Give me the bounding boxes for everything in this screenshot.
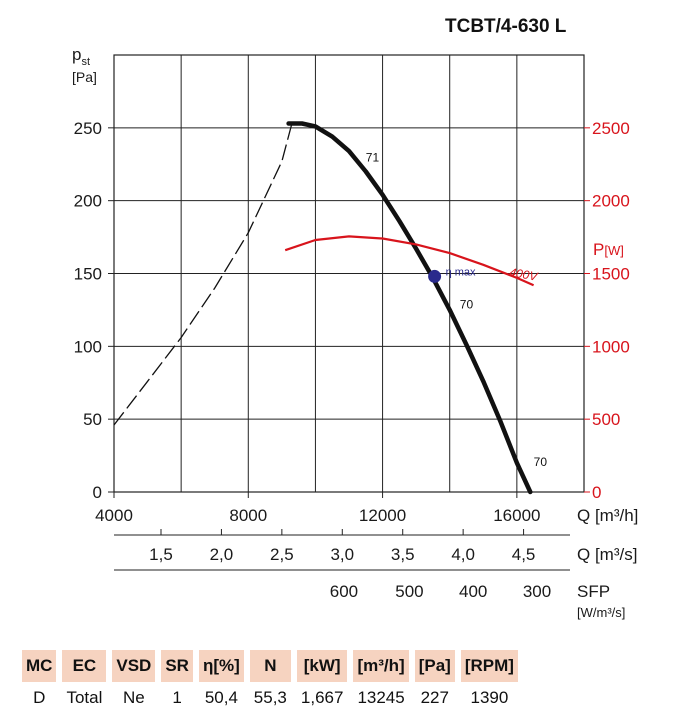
y-right-axis-label: P[W] [593,240,624,259]
spec-value-cell: Total [66,688,103,707]
series-label-400v: 400V [508,265,539,284]
x-sfp-tick-label: 300 [523,582,551,601]
spec-header-cell: [m³/h] [353,650,409,682]
x-sfp-axis-unit: [W/m³/s] [577,605,625,620]
y-right-tick-label: 500 [592,410,620,429]
x-m3s-tick-label: 4,0 [451,545,475,564]
fan-curve-chart: TCBT/4-630 L pst [Pa] P[W] 0 50 100 150 200 2… [72,16,638,620]
x-m3s-tick-label: 1,5 [149,545,173,564]
spec-header-cell: η[%] [198,650,244,682]
y-left-tick-label: 50 [83,410,102,429]
curve-annotation: 71 [366,150,380,164]
y-left-label-main: p [72,45,81,64]
spec-value-cell: 13245 [357,688,405,707]
y-right-tick-label: 0 [592,483,601,502]
svg-text:pst: pst [72,45,90,68]
spec-header-cell: [Pa] [414,650,455,682]
spec-table-header-row: MC EC VSD SR η[%] N [kW] [m³/h] [Pa] [RPM] [22,650,518,682]
spec-value-cell: 227 [420,688,449,707]
x-sfp-tick-label: 600 [330,582,358,601]
spec-value-cell: Ne [122,688,145,707]
y-left-axis-label: pst [Pa] [72,45,97,85]
x-sfp-tick-label: 500 [395,582,423,601]
x-m3h-axis-label: Q [m³/h] [577,506,638,525]
chart-title: TCBT/4-630 L [445,16,567,37]
spec-value-cell: 1390 [470,688,509,707]
x-m3s-tick-label: 3,0 [330,545,354,564]
y-left-tick-label: 150 [74,265,102,284]
spec-header-cell: N [249,650,291,682]
spec-value-cell: 50,4 [204,688,238,707]
y-right-label-unit: [W] [604,243,624,258]
annotations: 71 70 70 η max [366,150,548,468]
x-m3s-axis-label: Q [m³/s] [577,545,637,564]
series-group: 400V [113,121,539,495]
curve-annotation: 70 [534,455,548,469]
spec-value-cell: 1,667 [300,688,344,707]
y-left-tick-label: 0 [93,483,102,502]
spec-value-cell: 55,3 [253,688,287,707]
y-left-tick-label: 100 [74,337,102,356]
svg-text:P[W]: P[W] [593,240,624,259]
x-sfp-tick-label: 400 [459,582,487,601]
y-left-ticks: 0 50 100 150 200 250 [74,119,114,502]
spec-header-cell: VSD [112,650,156,682]
x-m3h-tick-label: 8000 [229,506,267,525]
x-m3h-tick-label: 4000 [95,506,133,525]
eta-max-marker [428,269,442,283]
y-left-label-sub: st [81,56,90,68]
spec-table-value-row: D Total Ne 1 50,4 55,3 1,667 13245 227 1390 [22,682,518,714]
x-m3s-tick-label: 2,5 [270,545,294,564]
curve-annotation: 70 [460,297,474,311]
series-stall-region [113,123,293,426]
x-m3h-tick-label: 16000 [493,506,540,525]
x-m3s-tick-label: 2,0 [210,545,234,564]
y-right-tick-label: 1500 [592,265,630,284]
spec-value-cell: 1 [172,688,182,707]
spec-header-cell: MC [22,650,57,682]
y-left-label-unit: [Pa] [72,69,97,85]
spec-header-cell: EC [62,650,107,682]
y-right-tick-label: 2000 [592,192,630,211]
y-right-tick-label: 2500 [592,119,630,138]
series-power-400V [284,235,535,287]
y-right-tick-label: 1000 [592,337,630,356]
series-pressure-curve [286,121,533,495]
y-left-tick-label: 200 [74,192,102,211]
eta-max-label: η max [446,266,476,278]
y-left-tick-label: 250 [74,119,102,138]
x-axes: 4000 8000 12000 16000 Q [m³/h] 1,5 2,0 2,5 3,0 3,… [95,492,638,620]
y-right-label-main: P [593,240,604,259]
spec-header-cell: SR [161,650,193,682]
spec-header-cell: [kW] [296,650,348,682]
y-right-ticks: 0 500 1000 1500 2000 2500 [584,119,630,502]
x-m3h-tick-label: 12000 [359,506,406,525]
x-sfp-axis-label: SFP [577,582,610,601]
spec-table: MC EC VSD SR η[%] N [kW] [m³/h] [Pa] [RPM] D Total… [16,650,524,714]
x-m3s-tick-label: 4,5 [512,545,536,564]
x-m3s-tick-label: 3,5 [391,545,415,564]
spec-header-cell: [RPM] [460,650,518,682]
spec-value-cell: D [33,688,46,707]
